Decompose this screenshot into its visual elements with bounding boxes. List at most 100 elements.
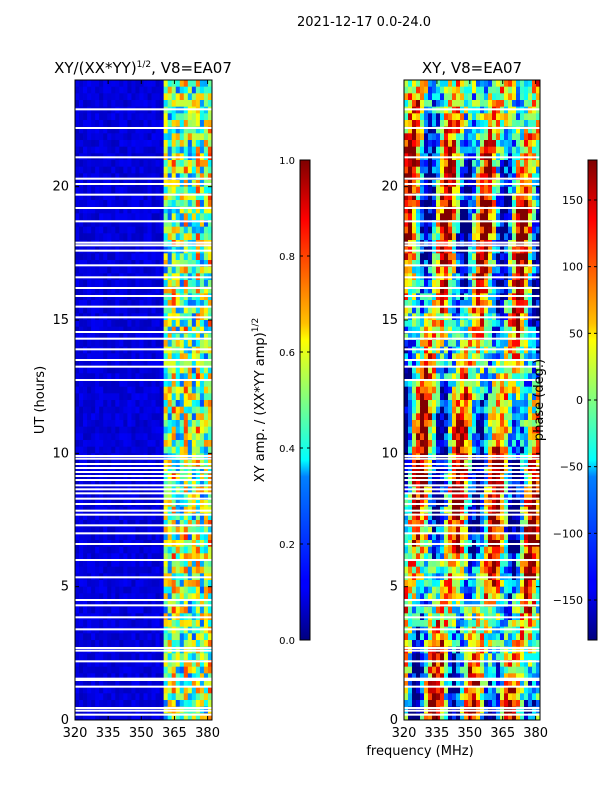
heatmap-cell	[87, 480, 92, 488]
heatmap-cell	[111, 220, 116, 228]
heatmap-cell	[83, 320, 88, 328]
heatmap-cell	[191, 146, 197, 154]
heatmap-cell	[199, 593, 205, 601]
heatmap-cell	[139, 586, 144, 594]
heatmap-cell	[163, 93, 169, 101]
heatmap-cell	[87, 326, 92, 334]
heatmap-cell	[424, 146, 429, 154]
heatmap-cell	[135, 173, 140, 181]
heatmap-cell	[199, 300, 205, 308]
heatmap-cell	[179, 620, 185, 628]
heatmap-cell	[75, 186, 80, 194]
heatmap-cell	[83, 553, 88, 561]
heatmap-cell	[424, 386, 429, 394]
heatmap-cell	[139, 340, 144, 348]
heatmap-cell	[183, 166, 189, 174]
heatmap-cell	[464, 226, 469, 234]
heatmap-cell	[135, 333, 140, 341]
heatmap-cell	[163, 233, 169, 241]
figure-suptitle: 2021-12-17 0.0-24.0	[297, 15, 431, 30]
heatmap-cell	[436, 373, 441, 381]
heatmap-cell	[119, 580, 124, 588]
heatmap-cell	[528, 260, 533, 268]
heatmap-cell	[500, 320, 505, 328]
heatmap-cell	[516, 380, 521, 388]
heatmap-cell	[191, 306, 197, 314]
heatmap-cell	[187, 120, 193, 128]
heatmap-cell	[484, 320, 489, 328]
heatmap-cell	[155, 666, 161, 674]
heatmap-cell	[95, 673, 100, 681]
flagged-row	[75, 455, 212, 457]
heatmap-cell	[516, 200, 521, 208]
heatmap-cell	[203, 653, 209, 661]
heatmap-cell	[183, 360, 189, 368]
flagged-row	[75, 276, 212, 279]
heatmap-cell	[175, 100, 181, 108]
heatmap-cell	[155, 546, 161, 554]
heatmap-cell	[191, 173, 197, 181]
heatmap-cell	[456, 80, 461, 88]
heatmap-cell	[143, 400, 148, 408]
heatmap-cell	[167, 493, 173, 501]
heatmap-cell	[203, 160, 209, 168]
heatmap-cell	[412, 100, 417, 108]
heatmap-cell	[151, 340, 156, 348]
heatmap-cell	[448, 133, 453, 141]
heatmap-cell	[496, 140, 501, 148]
heatmap-cell	[135, 413, 140, 421]
heatmap-cell	[187, 466, 193, 474]
heatmap-cell	[452, 320, 457, 328]
heatmap-cell	[408, 360, 413, 368]
heatmap-cell	[87, 660, 92, 668]
heatmap-cell	[119, 193, 124, 201]
heatmap-cell	[187, 373, 193, 381]
heatmap-cell	[195, 513, 201, 521]
heatmap-cell	[464, 266, 469, 274]
heatmap-cell	[175, 326, 181, 334]
heatmap-cell	[496, 113, 501, 121]
heatmap-cell	[207, 320, 213, 328]
heatmap-cell	[167, 713, 173, 721]
heatmap-cell	[436, 93, 441, 101]
heatmap-cell	[159, 260, 165, 268]
heatmap-cell	[147, 386, 152, 394]
heatmap-cell	[187, 446, 193, 454]
heatmap-cell	[95, 686, 100, 694]
heatmap-cell	[107, 653, 112, 661]
heatmap-cell	[199, 520, 205, 528]
heatmap-cell	[428, 80, 433, 88]
heatmap-cell	[408, 300, 413, 308]
heatmap-cell	[87, 306, 92, 314]
heatmap-cell	[512, 353, 517, 361]
heatmap-cell	[167, 386, 173, 394]
heatmap-cell	[207, 620, 213, 628]
heatmap-cell	[103, 666, 108, 674]
heatmap-cell	[500, 340, 505, 348]
heatmap-cell	[175, 80, 181, 88]
heatmap-cell	[163, 713, 169, 721]
heatmap-cell	[111, 140, 116, 148]
heatmap-cell	[404, 353, 409, 361]
heatmap-cell	[187, 566, 193, 574]
heatmap-cell	[171, 360, 177, 368]
heatmap-cell	[159, 386, 165, 394]
heatmap-cell	[424, 100, 429, 108]
heatmap-cell	[127, 700, 132, 708]
heatmap-cell	[428, 226, 433, 234]
heatmap-cell	[79, 160, 84, 168]
heatmap-cell	[147, 286, 152, 294]
heatmap-cell	[167, 393, 173, 401]
heatmap-cell	[107, 666, 112, 674]
heatmap-cell	[91, 440, 96, 448]
heatmap-cell	[187, 133, 193, 141]
heatmap-cell	[448, 166, 453, 174]
heatmap-cell	[488, 260, 493, 268]
heatmap-cell	[87, 713, 92, 721]
heatmap-cell	[111, 393, 116, 401]
heatmap-cell	[408, 306, 413, 314]
heatmap-cell	[171, 466, 177, 474]
heatmap-cell	[123, 600, 128, 608]
